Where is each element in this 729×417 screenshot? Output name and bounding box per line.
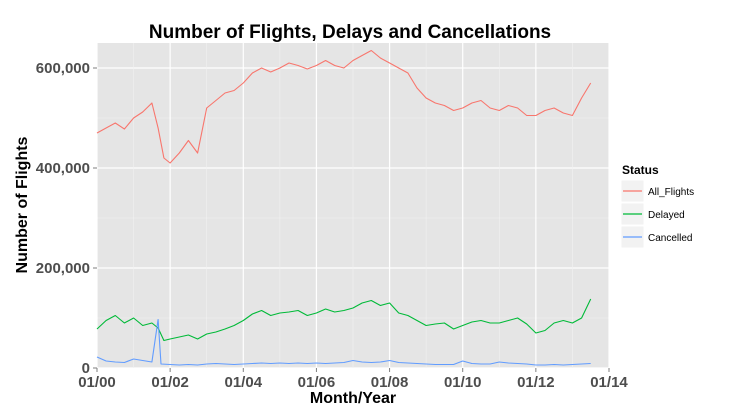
- legend-label: Delayed: [648, 210, 685, 221]
- y-axis-ticks: 0 200,000 400,000 600,000: [36, 60, 97, 377]
- x-tick-label: 01/08: [371, 374, 409, 391]
- grid-lines: [96, 43, 610, 369]
- y-tick-label: 0: [82, 360, 90, 377]
- legend-title: Status: [622, 163, 659, 177]
- series-line-all-flights: [96, 49, 592, 164]
- legend-label: All_Flights: [648, 187, 694, 198]
- series-line-cancelled: [96, 318, 591, 366]
- x-tick-label: 01/14: [590, 374, 628, 391]
- series-line-delayed: [96, 298, 592, 342]
- y-tick-label: 400,000: [36, 160, 90, 177]
- legend-label: Cancelled: [648, 233, 692, 244]
- y-tick-label: 200,000: [36, 260, 90, 277]
- x-axis-title: Month/Year: [310, 390, 396, 407]
- y-tick-label: 600,000: [36, 60, 90, 77]
- x-tick-label: 01/00: [78, 374, 116, 391]
- series-lines: [96, 49, 592, 366]
- x-tick-label: 01/12: [517, 374, 555, 391]
- legend: Status All_Flights Delayed Cancelled: [620, 163, 694, 249]
- y-axis-title: Number of Flights: [14, 136, 31, 273]
- x-tick-label: 01/04: [225, 374, 263, 391]
- x-tick-label: 01/06: [298, 374, 336, 391]
- x-axis-ticks: 01/00 01/02 01/04 01/06 01/08 01/10 01/12 01/14: [78, 368, 628, 391]
- chart-title: Number of Flights, Delays and Cancellati…: [149, 22, 551, 43]
- x-tick-label: 01/02: [151, 374, 189, 391]
- x-tick-label: 01/10: [444, 374, 482, 391]
